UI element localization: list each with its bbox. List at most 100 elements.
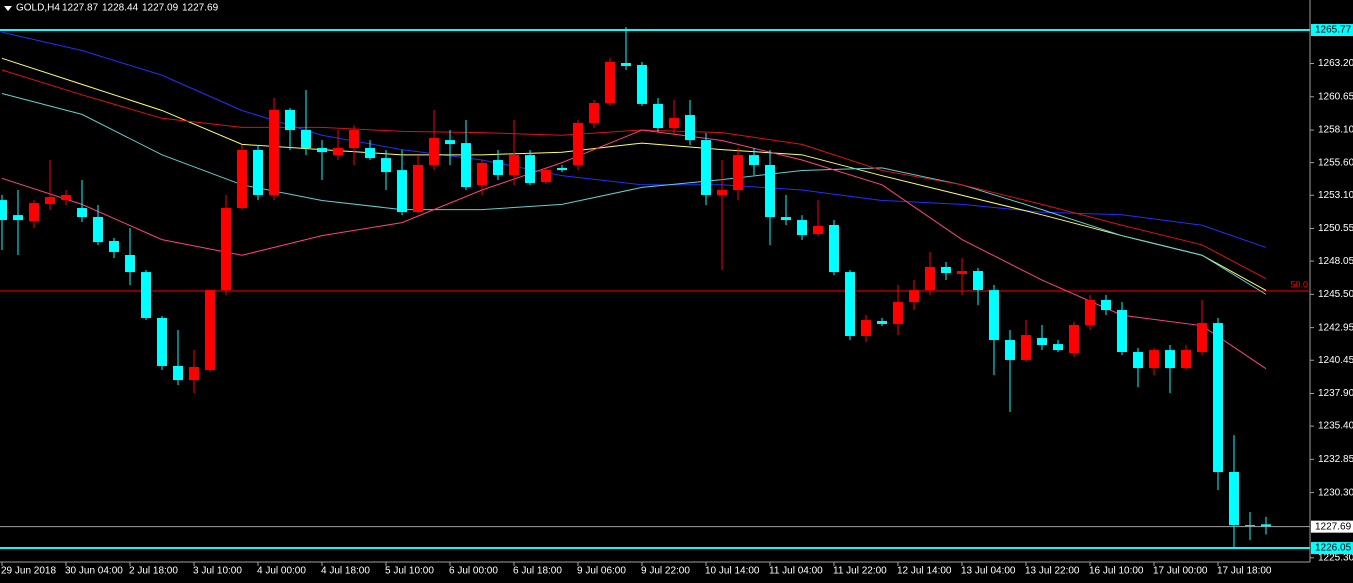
candle-body	[781, 217, 791, 221]
candle-body	[0, 200, 7, 221]
y-tick-label: 1260.65	[1318, 91, 1353, 102]
candle-body	[749, 155, 759, 165]
y-tick-label: 1263.20	[1318, 58, 1353, 69]
y-tick-label: 1230.30	[1318, 487, 1353, 498]
x-tick-label: 10 Jul 14:00	[705, 566, 760, 577]
candle-body	[797, 220, 807, 236]
candle-body	[301, 130, 311, 149]
candle-body	[397, 170, 407, 213]
x-tick-label: 6 Jul 18:00	[513, 566, 562, 577]
header-open: 1227.87	[62, 3, 99, 14]
candle-body	[1005, 340, 1015, 360]
x-tick-label: 12 Jul 14:00	[897, 566, 952, 577]
menu-arrow[interactable]	[4, 6, 12, 11]
candle-body	[877, 320, 887, 324]
candle-body	[685, 115, 695, 141]
candle-body	[269, 109, 279, 195]
candle-body	[1101, 299, 1111, 311]
x-tick-label: 30 Jun 04:00	[65, 566, 123, 577]
fib-level-label: 50.0	[1290, 279, 1308, 289]
candle-body	[61, 194, 71, 201]
candle-body	[477, 163, 487, 186]
candle-body	[813, 226, 823, 234]
x-tick-label: 13 Jul 04:00	[961, 566, 1016, 577]
candle-body	[941, 266, 951, 273]
candle-body	[1085, 299, 1095, 326]
candle-body	[189, 367, 199, 381]
candle-body	[445, 140, 455, 144]
candle-body	[1245, 525, 1255, 527]
candle-body	[733, 155, 743, 191]
candle-body	[333, 148, 343, 156]
candle-body	[125, 254, 135, 273]
candle-body	[173, 365, 183, 381]
candle-body	[285, 109, 295, 131]
candle-body	[1053, 344, 1063, 351]
candle-body	[141, 272, 151, 318]
candle-body	[861, 320, 871, 336]
candle-body	[1069, 325, 1079, 354]
candle-body	[829, 224, 839, 273]
x-tick-label: 29 Jun 2018	[1, 566, 56, 577]
candle-body	[1165, 350, 1175, 369]
x-tick-label: 11 Jul 22:00	[833, 566, 887, 577]
y-tick-label: 1248.05	[1318, 256, 1353, 267]
bid-box	[1311, 520, 1353, 533]
candle-body	[317, 148, 327, 153]
x-tick-label: 3 Jul 10:00	[193, 566, 242, 577]
candle-body	[13, 215, 23, 221]
candle-body	[1133, 352, 1143, 369]
candle-body	[669, 118, 679, 129]
candle-body	[621, 62, 631, 66]
candle-body	[701, 140, 711, 195]
moving-average-line	[1, 93, 1267, 295]
y-tick-label: 1245.50	[1318, 289, 1353, 300]
candle-body	[573, 122, 583, 165]
candle-body	[1261, 524, 1271, 527]
y-tick-label: 1235.40	[1318, 421, 1353, 432]
candle-body	[253, 149, 263, 195]
candle-body	[221, 208, 231, 291]
x-tick-label: 13 Jul 22:00	[1025, 566, 1080, 577]
candle-body	[461, 143, 471, 188]
candle-body	[1229, 472, 1239, 526]
candle-body	[957, 271, 967, 275]
x-tick-label: 16 Jul 10:00	[1089, 566, 1144, 577]
bid-label: 1227.69	[1315, 521, 1352, 532]
price-box	[1311, 23, 1353, 36]
candle-body	[717, 190, 727, 195]
candle-body	[605, 61, 615, 104]
candle-body	[1181, 350, 1191, 369]
header-high: 1228.44	[102, 3, 139, 14]
x-tick-label: 9 Jul 22:00	[641, 566, 690, 577]
candle-body	[909, 290, 919, 303]
candle-body	[557, 167, 567, 171]
candle-body	[989, 290, 999, 341]
y-tick-label: 1242.95	[1318, 322, 1353, 333]
x-tick-label: 4 Jul 00:00	[257, 566, 306, 577]
y-tick-label: 1250.55	[1318, 223, 1353, 234]
candle-body	[589, 103, 599, 123]
x-tick-label: 2 Jul 18:00	[129, 566, 178, 577]
x-tick-label: 4 Jul 18:00	[321, 566, 370, 577]
candle-body	[1037, 338, 1047, 345]
candle-body	[493, 160, 503, 176]
candle-body	[381, 158, 391, 173]
candle-body	[845, 272, 855, 336]
candle-body	[637, 64, 647, 104]
candle-body	[29, 203, 39, 222]
x-tick-label: 5 Jul 10:00	[385, 566, 434, 577]
moving-average-line	[1, 129, 1267, 370]
y-tick-label: 1258.10	[1318, 125, 1353, 136]
moving-average-line	[1, 31, 1267, 248]
candle-body	[365, 148, 375, 159]
x-tick-label: 17 Jul 00:00	[1153, 566, 1208, 577]
y-tick-label: 1237.90	[1318, 388, 1353, 399]
header-close: 1227.69	[182, 3, 219, 14]
price-box	[1311, 542, 1353, 555]
x-tick-label: 6 Jul 00:00	[449, 566, 498, 577]
price-label: 1265.77	[1315, 25, 1352, 36]
